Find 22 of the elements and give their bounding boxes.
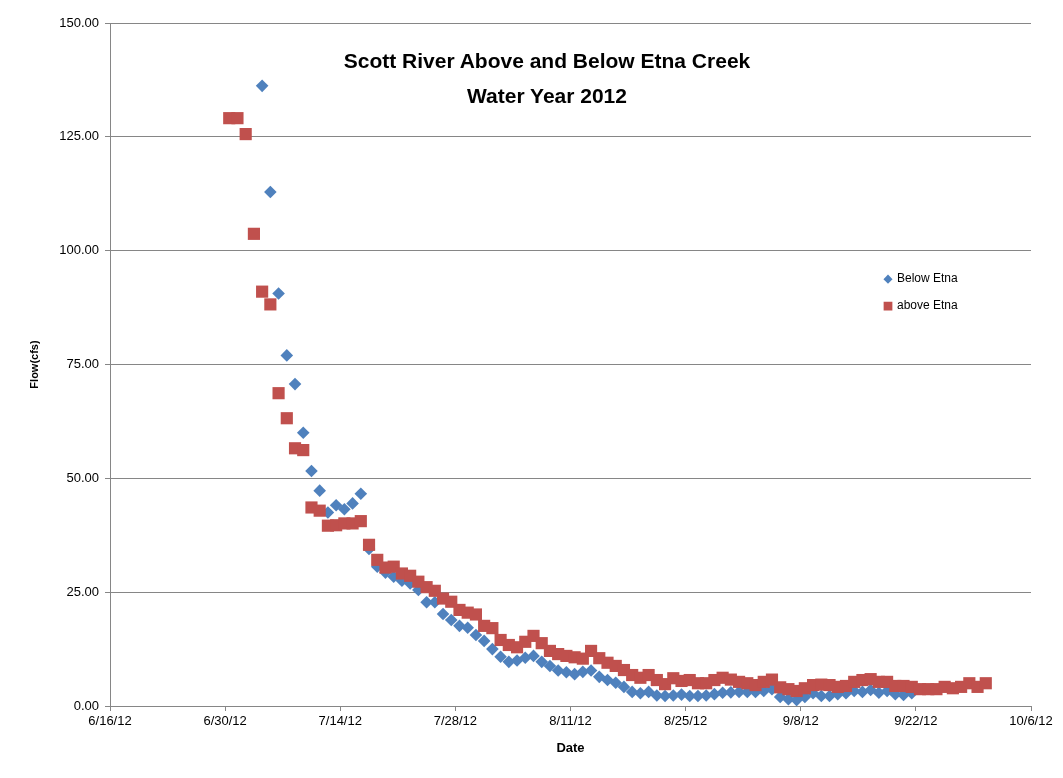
x-tick-label: 7/28/12 — [433, 713, 478, 729]
x-axis-title: Date — [556, 739, 585, 755]
x-tick-label: 6/30/12 — [203, 713, 247, 729]
text: Water Year 2012 — [467, 83, 627, 107]
y-tick-label: 25.00 — [66, 583, 99, 599]
x-tick-label: 8/25/12 — [663, 713, 708, 729]
x-tick-label: 8/11/12 — [549, 713, 592, 729]
y-tick-label: 50.00 — [66, 469, 99, 485]
x-tick-label: 9/8/12 — [782, 713, 819, 729]
x-tick-label: 6/16/12 — [88, 713, 132, 729]
text: Scott River Above and Below Etna Creek — [343, 48, 751, 72]
y-axis-title: Flow(cfs) — [27, 340, 40, 389]
y-tick-label: 0.00 — [73, 697, 99, 713]
y-tick-label: 75.00 — [66, 356, 99, 372]
legend-label: above Etna — [897, 298, 959, 313]
x-tick-label: 9/22/12 — [894, 713, 938, 729]
x-tick-label: 10/6/12 — [1009, 713, 1053, 729]
y-tick-label: 100.00 — [59, 242, 99, 258]
x-tick-label: 7/14/12 — [318, 713, 362, 729]
y-tick-label: 150.00 — [59, 14, 99, 30]
legend-label: Below Etna — [897, 271, 959, 286]
y-tick-label: 125.00 — [59, 128, 99, 144]
